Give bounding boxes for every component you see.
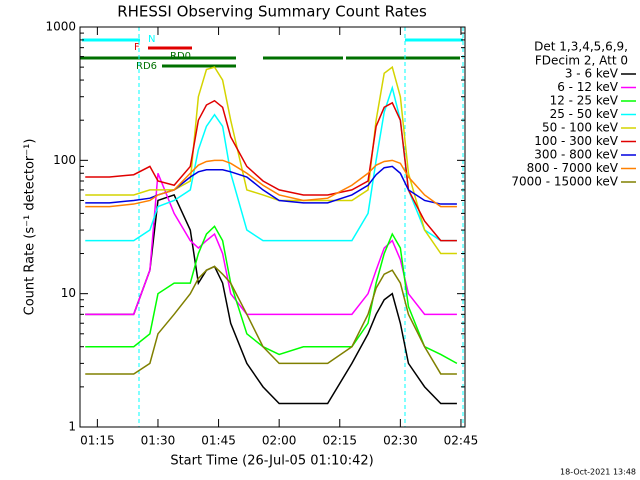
series-line (85, 85, 457, 242)
x-tick-label: 02:00 (262, 434, 297, 448)
legend-label: 7000 - 15000 keV (511, 175, 618, 189)
legend-header: FDecim 2, Att 0 (535, 54, 628, 68)
x-tick-label: 01:15 (80, 434, 115, 448)
legend-header: Det 1,3,4,5,6,9, (534, 40, 628, 54)
y-tick-label: 10 (61, 286, 76, 300)
legend-label: 50 - 100 keV (542, 121, 619, 135)
x-tick-label: 01:45 (201, 434, 236, 448)
x-tick-label: 02:15 (322, 434, 357, 448)
x-axis-label: Start Time (26-Jul-05 01:10:42) (170, 454, 373, 469)
series-line (85, 194, 457, 405)
x-tick-label: 02:30 (383, 434, 418, 448)
legend-label: 3 - 6 keV (565, 67, 619, 81)
timestamp: 18-Oct-2021 13:48 (560, 468, 636, 477)
y-tick-label: 1000 (45, 20, 76, 34)
flag-label: RD6 (136, 61, 157, 72)
series-line (85, 265, 457, 375)
x-tick-label: 01:30 (141, 434, 176, 448)
legend-label: 6 - 12 keV (557, 80, 619, 94)
y-axis-label: Count Rate (s⁻¹ detector⁻¹) (23, 139, 38, 316)
legend-label: 100 - 300 keV (534, 134, 618, 148)
legend-label: 25 - 50 keV (550, 107, 619, 121)
y-tick-label: 1 (68, 420, 76, 434)
flag-label: N (148, 34, 155, 45)
flag-label: RD0 (170, 51, 191, 62)
x-tick-label: 02:45 (444, 434, 479, 448)
y-tick-label: 100 (53, 153, 76, 167)
series-line (85, 159, 457, 208)
legend-label: 300 - 800 keV (534, 148, 618, 162)
series-line (85, 99, 457, 242)
series-line (85, 65, 457, 255)
legend-label: 800 - 7000 keV (527, 161, 619, 175)
flag-label: F (134, 42, 140, 53)
chart-title: RHESSI Observing Summary Count Rates (117, 3, 427, 21)
plot-frame (79, 26, 466, 428)
legend-label: 12 - 25 keV (550, 94, 619, 108)
series-line (85, 172, 457, 316)
